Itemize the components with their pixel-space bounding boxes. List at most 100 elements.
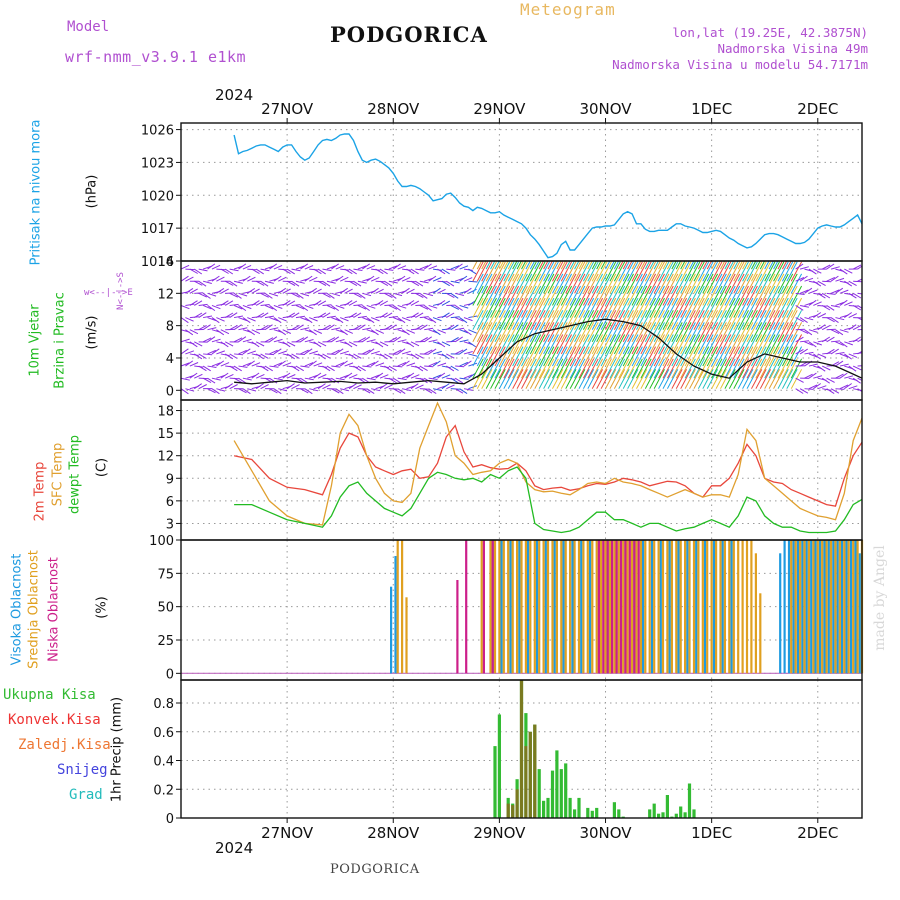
ytick-label-temperature-2: 9 — [166, 472, 174, 487]
wind-barb — [746, 358, 758, 379]
wind-barb — [446, 377, 456, 380]
cloud-bar-1 — [661, 540, 665, 674]
wind-barb — [826, 292, 836, 295]
wind-barb — [574, 369, 586, 389]
wind-barb — [689, 261, 695, 270]
wind-barb — [229, 324, 238, 331]
wind-barb — [538, 369, 550, 389]
wind-barb — [229, 312, 238, 318]
wind-barb — [362, 327, 372, 331]
cloud-bar-1 — [741, 540, 744, 674]
wind-barb — [507, 261, 514, 270]
wind-barb — [560, 346, 573, 367]
wind-barb — [795, 305, 804, 311]
wind-barb — [348, 300, 358, 306]
wind-barb — [627, 358, 639, 379]
date-label-top-0: 27NOV — [261, 100, 314, 118]
wind-barb — [613, 310, 626, 330]
cloud-bar-2 — [628, 540, 631, 674]
wind-barb — [278, 276, 287, 282]
cloud-bar-1 — [396, 540, 399, 674]
wind-barb — [844, 341, 853, 346]
wind-barb — [795, 348, 804, 355]
wind-barb — [406, 329, 415, 334]
cloud-bar-0 — [589, 540, 592, 674]
wind-barb — [543, 334, 555, 355]
wind-barb — [844, 312, 852, 318]
wind-barb — [830, 317, 839, 324]
wind-barb — [826, 377, 835, 383]
wind-barb — [225, 373, 234, 379]
cloud-bar-1 — [480, 540, 483, 674]
cloud-bar-0 — [562, 540, 565, 674]
wind-barb — [441, 341, 451, 347]
wind-barb — [574, 310, 586, 330]
wind-barb — [689, 369, 701, 389]
legend-frz-precip: Zaledj.Kisa — [18, 737, 111, 753]
wind-barb — [609, 285, 621, 306]
cloud-bar-1 — [524, 540, 527, 674]
wind-barb — [706, 285, 719, 306]
wind-barb — [813, 353, 821, 360]
wind-barb — [618, 334, 630, 355]
wind-barb — [552, 261, 564, 282]
cloud-bar-0 — [553, 540, 556, 674]
precip-conv-bar — [533, 724, 537, 818]
wind-barb — [521, 346, 533, 367]
wind-barb — [666, 297, 679, 318]
wind-barb — [353, 292, 362, 298]
wind-barb — [242, 377, 252, 381]
year-bottom: 2024 — [215, 839, 254, 857]
wind-barb — [644, 358, 657, 379]
wind-barb — [777, 334, 789, 355]
wind-barb — [715, 285, 727, 306]
wind-barb — [751, 261, 757, 270]
wind-barb — [817, 353, 827, 358]
wind-barb — [560, 261, 567, 270]
wind-barb — [826, 305, 835, 311]
wind-barb — [437, 315, 447, 319]
wind-barb — [521, 261, 533, 282]
wind-barb — [751, 261, 763, 282]
wind-barb — [804, 341, 813, 346]
wind-barb — [675, 261, 682, 270]
wind-barb — [326, 324, 335, 331]
wind-barb — [600, 346, 612, 367]
wind-barb — [724, 261, 736, 282]
wind-barb — [618, 297, 630, 318]
wind-barb — [247, 303, 257, 306]
wind-barb — [733, 358, 745, 379]
wind-barb — [194, 300, 203, 306]
wind-barb — [799, 388, 809, 394]
date-label-bottom-0: 27NOV — [261, 824, 314, 842]
wind-barb — [185, 388, 195, 392]
wind-barb — [264, 365, 273, 372]
wind-barb — [366, 339, 376, 343]
wind-barb — [804, 329, 813, 336]
cloud-bar-0 — [814, 540, 817, 674]
wind-barb — [446, 324, 455, 331]
wind-barb — [472, 310, 484, 330]
cloud-bar-1 — [626, 540, 629, 674]
wind-barb — [494, 285, 506, 306]
cloud-bar-0 — [792, 540, 795, 674]
wind-barb — [781, 297, 794, 318]
wind-speed-line — [234, 318, 863, 385]
wind-barb — [255, 280, 265, 286]
wind-barb — [344, 329, 354, 334]
cloud-bar-1 — [573, 540, 576, 674]
wind-barb — [406, 268, 415, 275]
wind-barb — [335, 304, 345, 309]
wind-barb — [693, 297, 705, 318]
wind-barb — [432, 287, 441, 294]
wind-barb — [706, 310, 719, 330]
ytick-label-precipitation-1: 0.2 — [153, 783, 174, 798]
wind-barb — [282, 288, 291, 294]
year-top: 2024 — [215, 86, 254, 104]
wind-barb — [786, 369, 798, 389]
wind-barb — [371, 350, 380, 355]
wind-barb — [211, 388, 220, 395]
wind-barb — [728, 322, 741, 343]
wind-barb — [340, 317, 349, 322]
wind-barb — [476, 285, 489, 306]
